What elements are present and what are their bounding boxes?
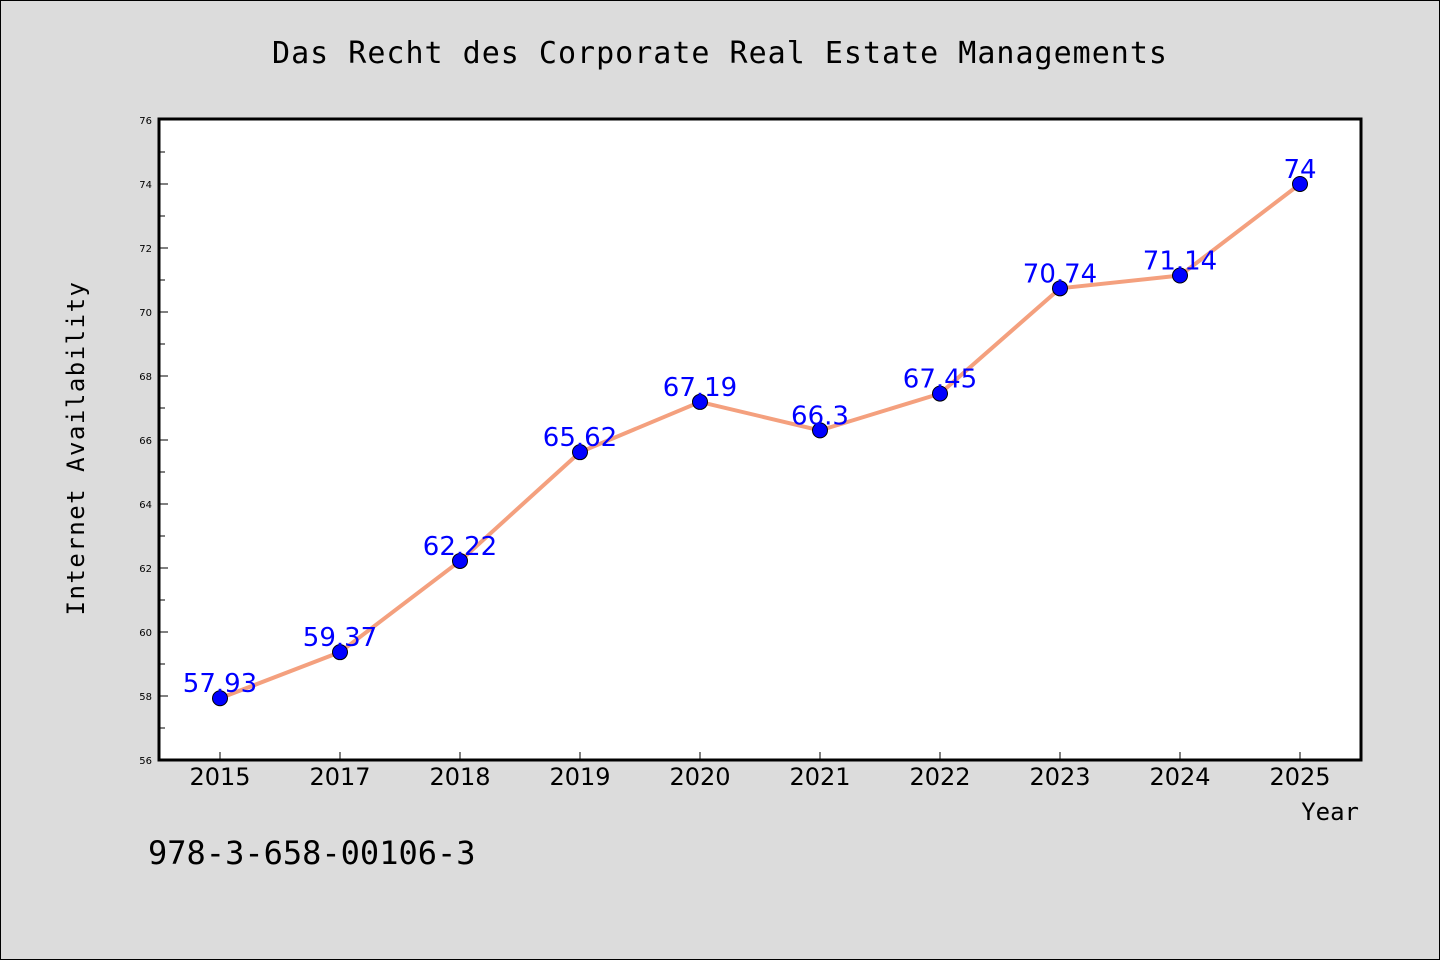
x-tick-label: 2017 <box>309 763 370 791</box>
x-tick-label: 2021 <box>789 763 850 791</box>
data-label: 66.3 <box>791 401 849 431</box>
x-tick-label: 2025 <box>1269 763 1330 791</box>
data-label: 62.22 <box>423 532 497 562</box>
data-label: 59.37 <box>303 623 377 653</box>
x-tick-label: 2020 <box>669 763 730 791</box>
x-tick-label: 2024 <box>1149 763 1210 791</box>
y-tick-label: 72 <box>139 244 152 255</box>
x-axis-label: Year <box>1301 798 1359 826</box>
data-labels: 57.93 59.37 62.22 65.62 67.19 66.3 67.45 70.74 7… <box>183 155 1317 699</box>
y-axis: 56 58 60 62 64 66 68 70 72 74 76 <box>139 116 168 767</box>
y-tick-label: 68 <box>139 372 152 383</box>
x-tick-label: 2022 <box>909 763 970 791</box>
data-label: 67.19 <box>663 373 737 403</box>
y-tick-label: 56 <box>139 756 152 767</box>
data-point-marker <box>572 444 588 461</box>
data-label: 70.74 <box>1023 259 1097 289</box>
plot-border <box>157 117 1363 762</box>
x-axis: 2015 2017 2018 2019 2020 2021 2022 2023 2024 2025 <box>189 752 1331 791</box>
x-tick-label: 2019 <box>549 763 610 791</box>
plot-area <box>159 119 1361 760</box>
series-line <box>212 176 1308 707</box>
y-tick-label: 58 <box>139 692 152 703</box>
x-tick-label: 2015 <box>189 763 250 791</box>
x-tick-label: 2018 <box>429 763 490 791</box>
data-label: 67.45 <box>903 365 977 395</box>
chart-title: Das Recht des Corporate Real Estate Mana… <box>272 36 1168 71</box>
y-tick-label: 74 <box>139 180 152 191</box>
x-tick-label: 2023 <box>1029 763 1090 791</box>
data-point-marker <box>332 644 348 661</box>
y-axis-label: Internet Availability <box>62 281 90 616</box>
data-point-marker <box>692 393 708 410</box>
data-point-marker <box>812 422 828 439</box>
data-label: 57.93 <box>183 669 257 699</box>
data-point-marker <box>1292 176 1308 192</box>
data-point-marker <box>452 552 468 569</box>
data-point-marker <box>932 385 948 402</box>
data-label: 74 <box>1283 155 1316 185</box>
y-tick-label: 70 <box>139 308 152 319</box>
data-point-marker <box>212 690 228 707</box>
y-tick-label: 66 <box>139 436 152 447</box>
data-label: 71.14 <box>1143 247 1217 277</box>
y-tick-label: 76 <box>139 116 152 127</box>
isbn-footer: 978-3-658-00106-3 <box>148 834 476 872</box>
y-tick-label: 60 <box>139 628 152 639</box>
data-point-marker <box>1052 280 1068 297</box>
data-label: 65.62 <box>543 423 617 453</box>
y-tick-label: 64 <box>139 500 152 511</box>
data-point-marker <box>1172 267 1188 284</box>
series-polyline <box>218 182 1302 701</box>
y-tick-label: 62 <box>139 564 152 575</box>
